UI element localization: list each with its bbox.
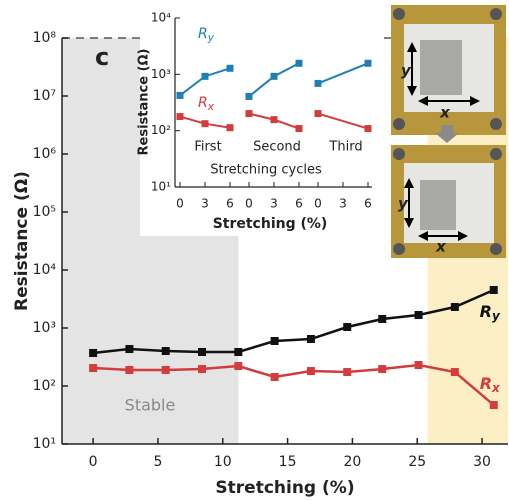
x-tick-label: 5 (153, 454, 162, 470)
y-tick-label: 10⁴ (33, 262, 57, 278)
inset-x-tick-label: 0 (176, 197, 184, 211)
marker (271, 373, 279, 381)
inset-x-tick-label: 6 (295, 197, 303, 211)
photo-label: x (439, 104, 451, 122)
photo: y x (391, 5, 506, 135)
inset-x-tick-label: 6 (364, 197, 372, 211)
y-tick-label: 10⁸ (33, 30, 57, 46)
inset-x-axis-label: Stretching (%) (213, 216, 328, 232)
y-axis-label: Resistance (Ω) (12, 171, 32, 311)
inset-x-tick-label: 3 (201, 197, 209, 211)
x-tick-label: 15 (279, 454, 297, 470)
marker (125, 345, 133, 353)
x-axis-label: Stretching (%) (215, 478, 354, 498)
marker (451, 368, 459, 376)
photo-label: y (398, 195, 409, 213)
x-tick-label: 30 (473, 454, 491, 470)
inset-marker (177, 113, 184, 120)
inset-y-tick-label: 10³ (151, 67, 171, 81)
y-tick-label: 10⁵ (33, 204, 56, 220)
x-tick-label: 25 (408, 454, 426, 470)
photo-label: y (401, 62, 412, 80)
inset-marker (296, 60, 303, 67)
inset-marker (296, 125, 303, 132)
inset-marker (227, 124, 234, 131)
x-tick-label: 0 (89, 454, 98, 470)
marker (234, 348, 242, 356)
inset-x-tick-label: 3 (270, 197, 278, 211)
inset-marker (202, 73, 209, 80)
marker (307, 367, 315, 375)
marker (378, 365, 386, 373)
inset-y-axis-label: Resistance (Ω) (137, 49, 152, 156)
marker (198, 365, 206, 373)
inset-marker (365, 125, 372, 132)
y-tick-label: 10⁷ (33, 88, 56, 104)
photos: y x y x (391, 5, 506, 258)
inset-marker (227, 65, 234, 72)
inset-marker (271, 73, 278, 80)
inset-x-tick-label: 3 (339, 197, 347, 211)
inset-marker (246, 93, 253, 100)
inset-marker (365, 60, 372, 67)
marker (415, 361, 423, 369)
x-tick-label: 20 (344, 454, 362, 470)
y-tick-label: 10¹ (33, 436, 56, 452)
x-tick-label: 10 (214, 454, 232, 470)
marker (234, 362, 242, 370)
inset-x-tick-label: 0 (314, 197, 322, 211)
marker (89, 364, 97, 372)
marker (378, 315, 386, 323)
marker (451, 303, 459, 311)
inset-marker (315, 110, 322, 117)
panel-label: c (95, 43, 109, 71)
inset-marker (177, 92, 184, 99)
marker (490, 286, 498, 294)
marker (343, 323, 351, 331)
marker (490, 401, 498, 409)
marker (162, 366, 170, 374)
inset-panel-label: Third (328, 140, 362, 155)
inset-y-tick-label: 10¹ (151, 180, 171, 194)
marker (343, 368, 351, 376)
marker (89, 349, 97, 357)
marker (198, 348, 206, 356)
region-label: Stable (125, 396, 176, 415)
photo-label: x (435, 238, 447, 256)
marker (125, 366, 133, 374)
inset-x-tick-label: 0 (245, 197, 253, 211)
inset-y-tick-label: 10⁴ (151, 11, 171, 25)
y-tick-label: 10³ (33, 320, 56, 336)
inset-group-label: Stretching cycles (210, 163, 322, 178)
inset-panel-label: Second (253, 140, 301, 155)
marker (307, 335, 315, 343)
inset-marker (202, 120, 209, 127)
inset-marker (246, 110, 253, 117)
inset-panel-label: First (194, 140, 221, 155)
y-tick-label: 10² (33, 378, 56, 394)
figure: 10¹10²10³10⁴10⁵10⁶10⁷10⁸051015202530Stre… (0, 0, 509, 501)
inset-y-tick-label: 10² (151, 123, 171, 137)
photo: y x (391, 145, 506, 258)
marker (162, 347, 170, 355)
y-tick-label: 10⁶ (33, 146, 57, 162)
inset-x-tick-label: 6 (226, 197, 234, 211)
inset-marker (315, 80, 322, 87)
inset-marker (271, 116, 278, 123)
marker (415, 311, 423, 319)
marker (271, 337, 279, 345)
